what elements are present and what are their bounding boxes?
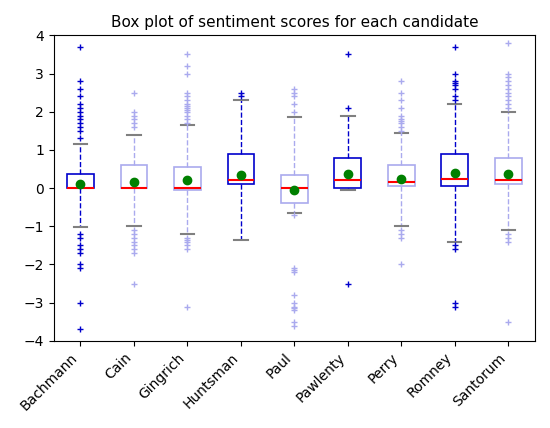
PathPatch shape: [388, 165, 415, 186]
PathPatch shape: [442, 154, 468, 186]
PathPatch shape: [228, 154, 254, 184]
PathPatch shape: [495, 158, 521, 184]
PathPatch shape: [120, 165, 147, 188]
PathPatch shape: [334, 158, 361, 188]
PathPatch shape: [281, 175, 308, 203]
Title: Box plot of sentiment scores for each candidate: Box plot of sentiment scores for each ca…: [111, 15, 478, 30]
PathPatch shape: [174, 167, 201, 190]
PathPatch shape: [67, 174, 94, 188]
